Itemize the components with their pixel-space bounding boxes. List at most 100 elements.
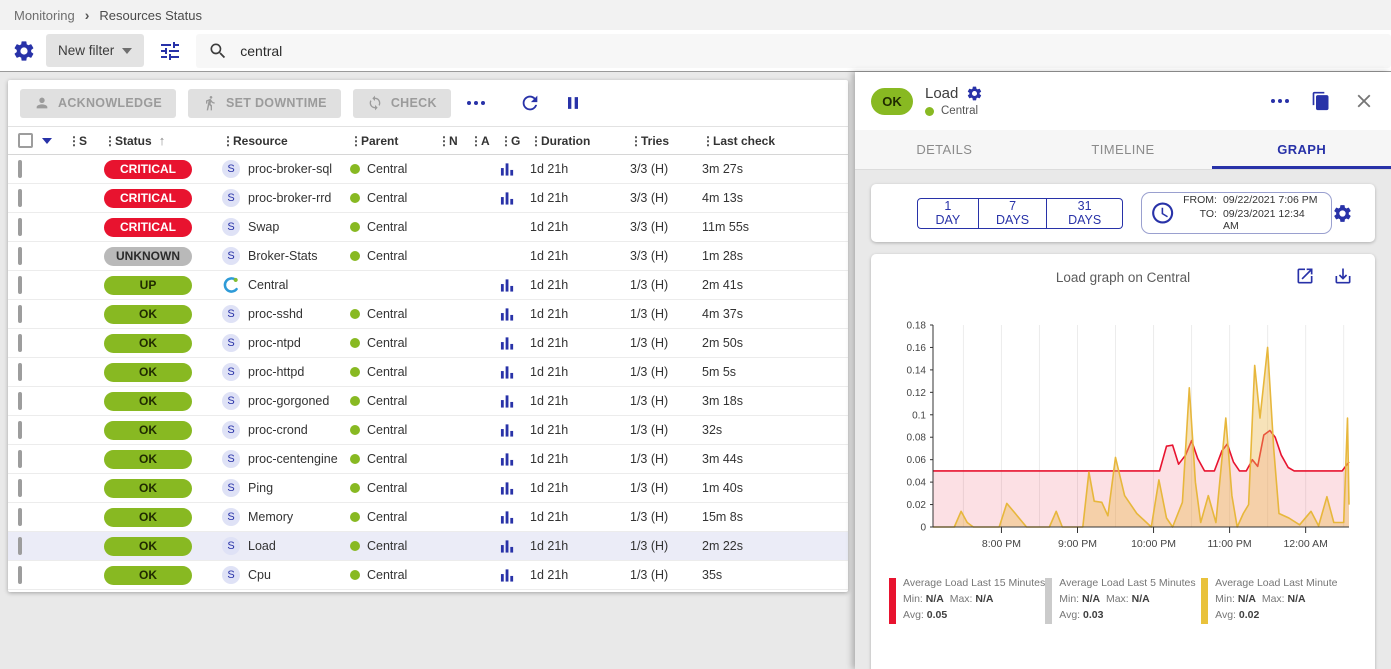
- table-row[interactable]: OK S Load Central 1d 21h 1/3 (H) 2m 22s: [8, 532, 848, 561]
- column-header-graph[interactable]: G: [511, 133, 521, 148]
- graph-icon[interactable]: [500, 451, 515, 467]
- refresh-icon[interactable]: [519, 92, 541, 114]
- time-button-31-days[interactable]: 31 DAYS: [1047, 197, 1123, 229]
- select-all-checkbox[interactable]: [18, 133, 33, 148]
- table-row[interactable]: OK S Memory Central 1d 21h 1/3 (H) 15m 8s: [8, 503, 848, 532]
- tab-graph[interactable]: GRAPH: [1277, 142, 1327, 157]
- row-checkbox[interactable]: [18, 479, 22, 497]
- table-row[interactable]: UNKNOWN S Broker-Stats Central 1d 21h 3/3 (H)…: [8, 242, 848, 271]
- row-checkbox[interactable]: [18, 421, 22, 439]
- graph-icon[interactable]: [500, 161, 515, 177]
- graph-icon[interactable]: [500, 509, 515, 525]
- graph-icon[interactable]: [500, 190, 515, 206]
- host-status-dot: [350, 222, 360, 232]
- table-row[interactable]: CRITICAL S Swap Central 1d 21h 3/3 (H) 11m 55s: [8, 213, 848, 242]
- acknowledge-button[interactable]: ACKNOWLEDGE: [20, 88, 176, 118]
- close-icon[interactable]: [1353, 90, 1375, 112]
- row-checkbox[interactable]: [18, 508, 22, 526]
- duration-value: 1d 21h: [530, 423, 569, 437]
- row-checkbox[interactable]: [18, 392, 22, 410]
- more-actions-icon[interactable]: [466, 101, 485, 105]
- status-badge: OK: [104, 565, 192, 585]
- tries-value: 3/3 (H): [630, 162, 669, 176]
- row-checkbox[interactable]: [18, 450, 22, 468]
- load-chart[interactable]: 0 0.02 0.04 0.06 0.08 0.1 0.12 0.14 0.16 0.18 8:00…: [887, 313, 1359, 572]
- column-header-duration[interactable]: Duration: [541, 133, 591, 148]
- column-header-parent[interactable]: Parent: [361, 133, 399, 148]
- duration-value: 1d 21h: [530, 539, 569, 553]
- check-button[interactable]: CHECK: [352, 88, 451, 118]
- graph-icon[interactable]: [500, 393, 515, 409]
- new-filter-dropdown[interactable]: New filter: [46, 34, 145, 67]
- centreon-host-icon: [223, 277, 238, 293]
- download-icon[interactable]: [1333, 266, 1353, 286]
- open-in-new-icon[interactable]: [1295, 266, 1315, 286]
- graph-icon[interactable]: [500, 480, 515, 496]
- selection-menu-caret-icon[interactable]: [42, 137, 52, 144]
- filter-settings-gear-icon[interactable]: [12, 39, 36, 63]
- graph-settings-gear-icon[interactable]: [1332, 203, 1353, 224]
- tune-filter-icon[interactable]: [144, 39, 182, 63]
- sort-asc-icon[interactable]: ↑: [158, 133, 166, 148]
- time-button-7-days[interactable]: 7 DAYS: [978, 197, 1048, 229]
- column-header-last-check[interactable]: Last check: [713, 133, 776, 148]
- row-checkbox[interactable]: [18, 566, 22, 584]
- row-checkbox[interactable]: [18, 218, 22, 236]
- time-range-buttons: 1 DAY 7 DAYS 31 DAYS: [917, 197, 1123, 229]
- column-header-status[interactable]: Status: [115, 133, 152, 148]
- panel-status-badge: OK: [871, 87, 913, 115]
- table-row[interactable]: OK S Ping Central 1d 21h 1/3 (H) 1m 40s: [8, 474, 848, 503]
- pause-icon[interactable]: [563, 93, 583, 113]
- column-header-tries[interactable]: Tries: [641, 133, 670, 148]
- row-checkbox[interactable]: [18, 160, 22, 178]
- row-checkbox[interactable]: [18, 363, 22, 381]
- search-input[interactable]: [240, 42, 541, 59]
- svg-text:0.1: 0.1: [912, 410, 926, 421]
- row-checkbox[interactable]: [18, 537, 22, 555]
- graph-icon[interactable]: [500, 422, 515, 438]
- table-row[interactable]: OK S Cpu Central 1d 21h 1/3 (H) 35s: [8, 561, 848, 590]
- graph-icon[interactable]: [500, 538, 515, 554]
- search-box: [196, 33, 1391, 68]
- resource-name: Load: [248, 539, 276, 553]
- graph-icon[interactable]: [500, 567, 515, 583]
- time-button-1-day[interactable]: 1 DAY: [917, 197, 979, 229]
- column-header-action[interactable]: A: [481, 133, 490, 148]
- row-checkbox[interactable]: [18, 334, 22, 352]
- column-header-severity[interactable]: S: [79, 133, 88, 148]
- breadcrumb-monitoring[interactable]: Monitoring: [14, 7, 75, 23]
- custom-time-range-picker[interactable]: FROM: 09/22/2021 7:06 PM TO: 09/23/2021 …: [1140, 192, 1332, 234]
- new-filter-label: New filter: [58, 43, 115, 58]
- breadcrumb-resources-status[interactable]: Resources Status: [99, 7, 202, 23]
- parent-name: Central: [367, 307, 408, 321]
- table-row[interactable]: UP Central 1d 21h 1/3 (H) 2m 41s: [8, 271, 848, 300]
- column-header-notes[interactable]: N: [449, 133, 458, 148]
- graph-icon[interactable]: [500, 364, 515, 380]
- set-downtime-button[interactable]: SET DOWNTIME: [188, 88, 341, 118]
- graph-icon[interactable]: [500, 277, 515, 293]
- copy-link-icon[interactable]: [1311, 91, 1331, 111]
- legend-item-load15[interactable]: Average Load Last 15 Minutes Min: N/A Ma…: [889, 576, 1045, 624]
- resource-settings-gear-icon[interactable]: [966, 85, 983, 102]
- row-checkbox[interactable]: [18, 189, 22, 207]
- row-checkbox[interactable]: [18, 276, 22, 294]
- tab-timeline[interactable]: TIMELINE: [1091, 142, 1155, 157]
- row-checkbox[interactable]: [18, 305, 22, 323]
- graph-icon[interactable]: [500, 306, 515, 322]
- graph-icon[interactable]: [500, 335, 515, 351]
- row-checkbox[interactable]: [18, 247, 22, 265]
- column-header-resource[interactable]: Resource: [233, 133, 288, 148]
- legend-item-load5[interactable]: Average Load Last 5 Minutes Min: N/A Max…: [1045, 576, 1201, 624]
- from-value: 09/22/2021 7:06 PM: [1222, 194, 1318, 206]
- legend-item-load1[interactable]: Average Load Last Minute Min: N/A Max: N…: [1201, 576, 1357, 624]
- panel-more-actions-icon[interactable]: [1271, 99, 1289, 103]
- tab-details[interactable]: DETAILS: [916, 142, 973, 157]
